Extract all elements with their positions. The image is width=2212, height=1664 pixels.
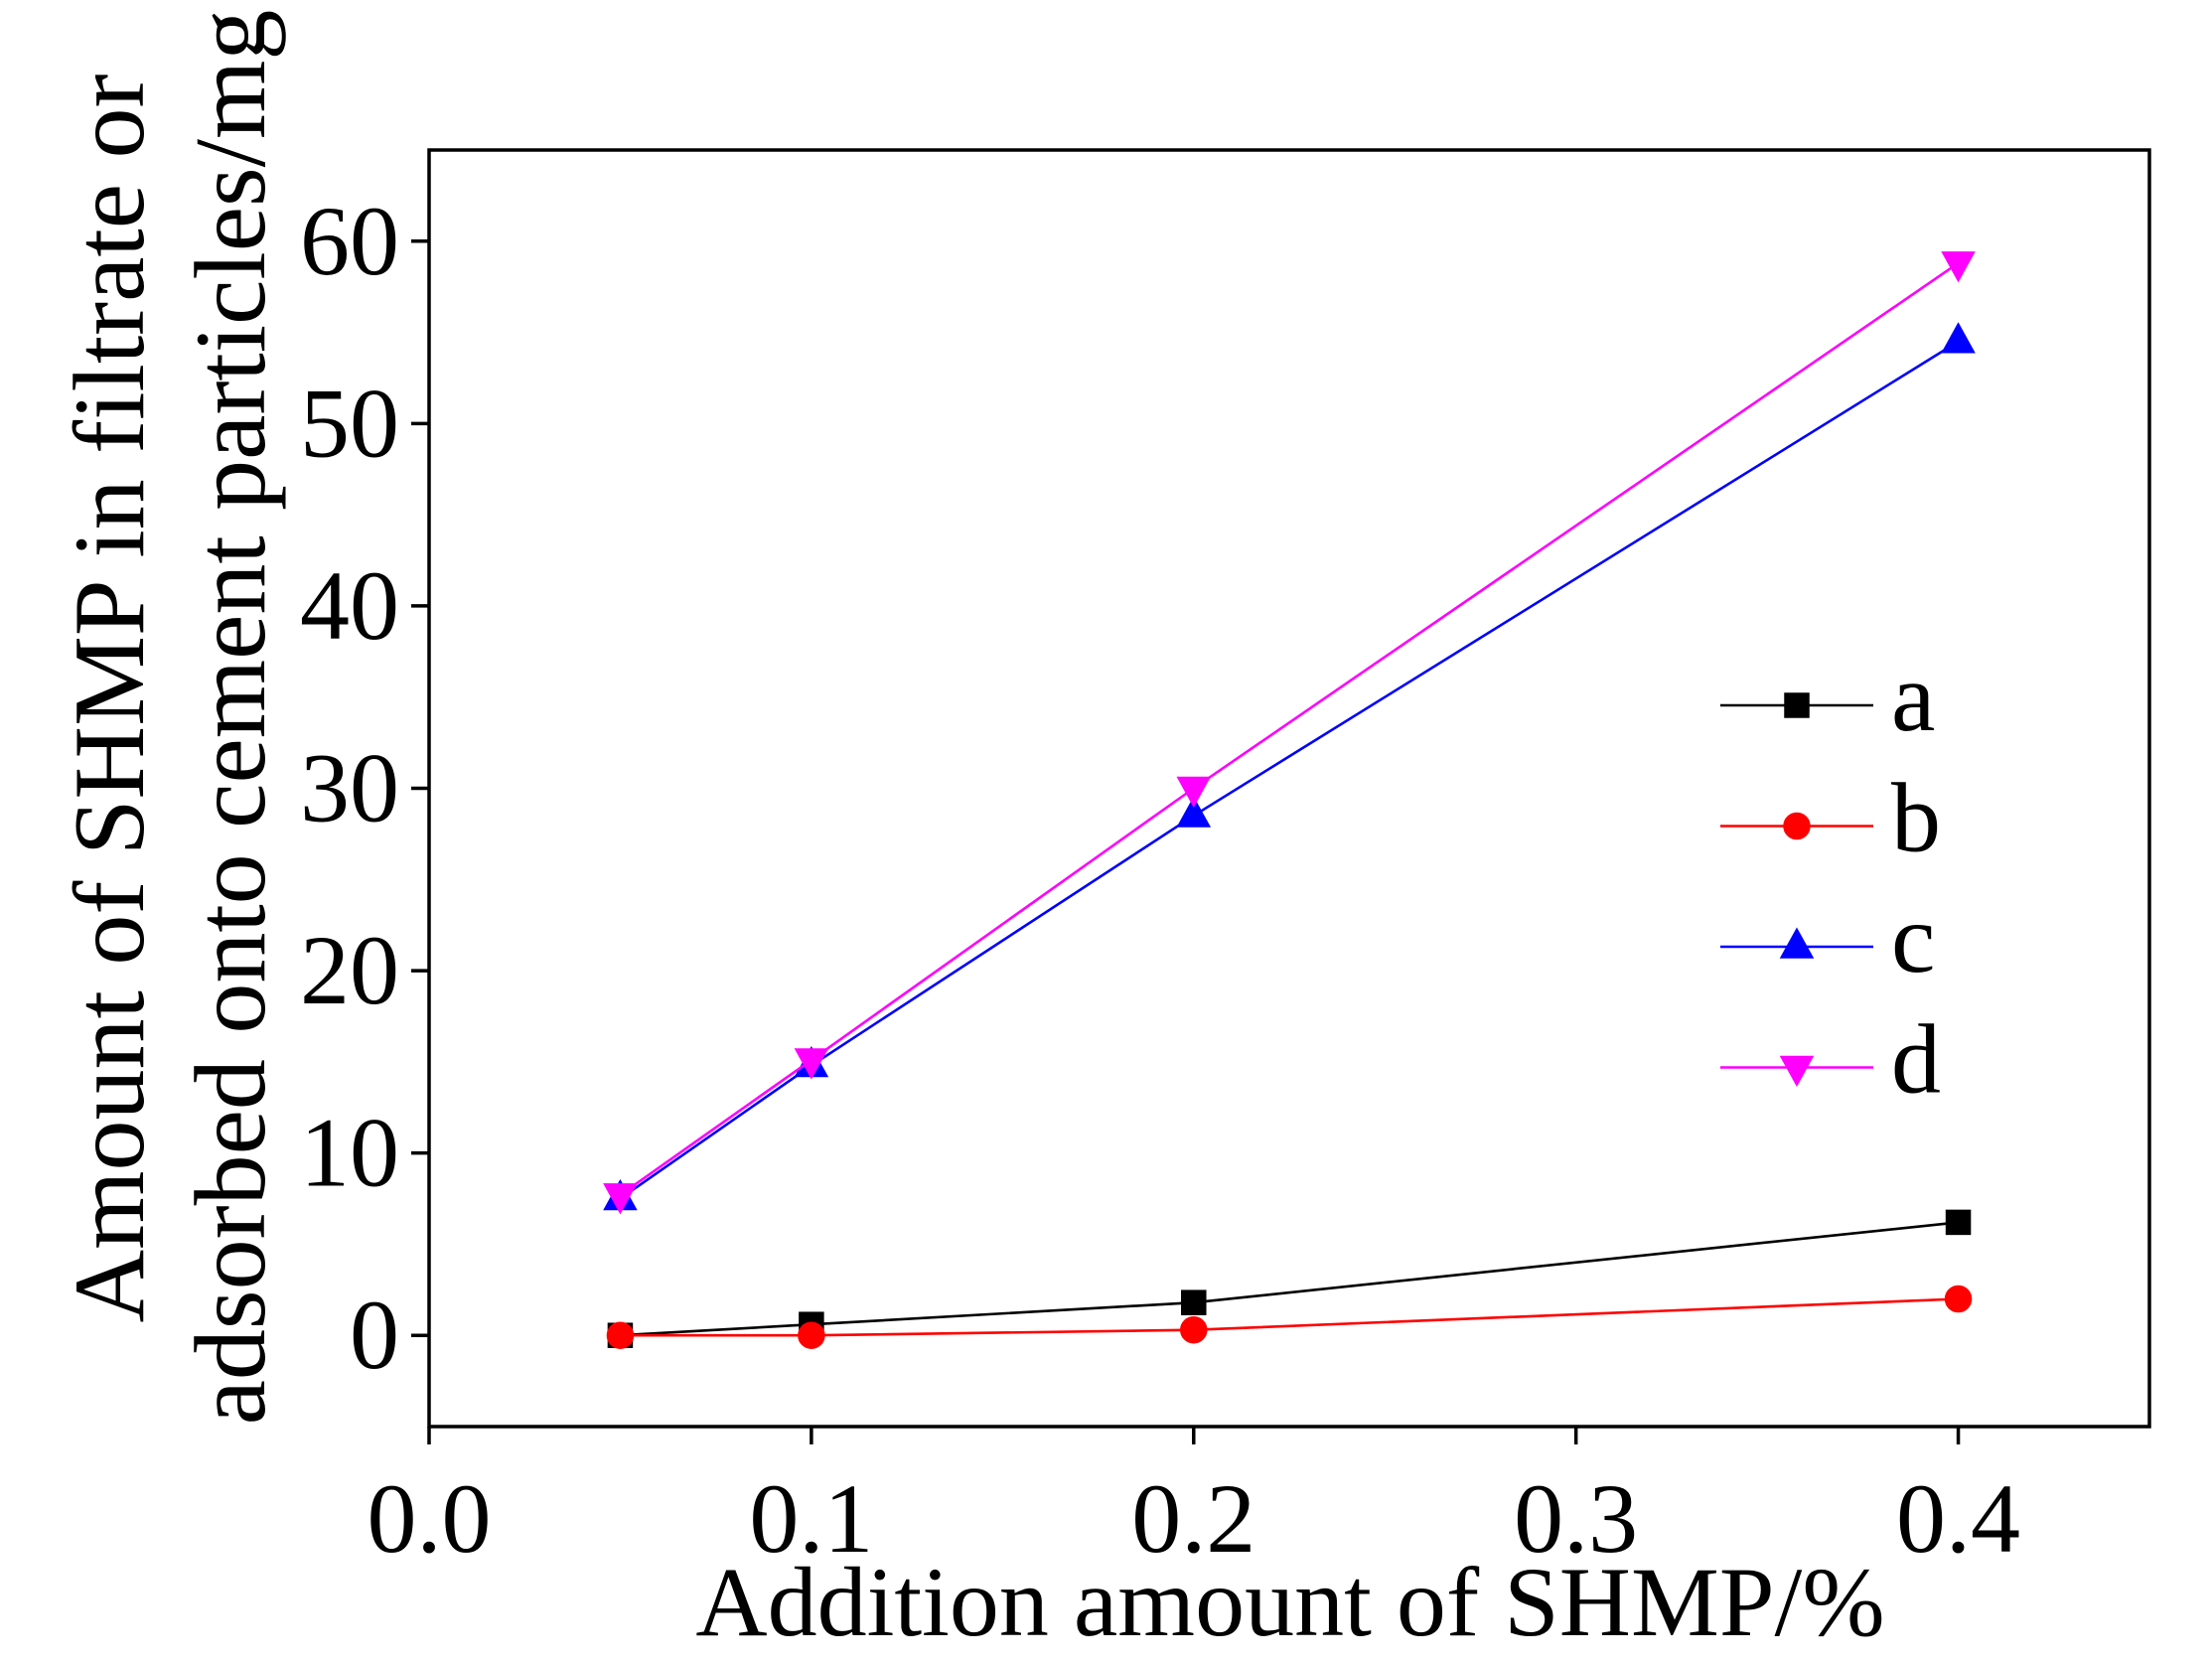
series-b-point-1 (798, 1321, 825, 1349)
series-b (606, 1285, 1973, 1349)
series-b-point-0 (606, 1321, 635, 1349)
legend-item-b: b (1720, 763, 1941, 873)
legend-label-b: b (1891, 763, 1941, 873)
series-b-point-2 (1180, 1315, 1208, 1344)
y-tick-label-1: 10 (300, 1098, 399, 1208)
plot-series (603, 251, 1976, 1349)
y-tick-label-5: 50 (300, 368, 399, 478)
series-a-line (620, 1221, 1959, 1337)
y-tick-label-2: 20 (300, 915, 399, 1025)
axes: 0.0 0.1 0.2 0.3 0.4 0 10 20 30 40 50 60 (300, 186, 2020, 1574)
x-axis-label: Addition amount of SHMP/% (695, 1547, 1884, 1657)
legend-item-a: a (1720, 642, 1935, 752)
legend-marker-c (1779, 927, 1815, 959)
series-d-line (619, 261, 1960, 1196)
y-axis-label-line-2: adsorbed onto cement particles/mg (175, 10, 287, 1426)
series-c-line (619, 340, 1960, 1200)
x-tick-label-1: 0.1 (749, 1463, 873, 1574)
series-d-point-1 (794, 1048, 829, 1080)
series-b-line (620, 1297, 1959, 1337)
series-b-point-3 (1944, 1285, 1973, 1313)
legend-marker-b (1783, 812, 1811, 840)
series-d (603, 251, 1976, 1215)
series-a-point-2 (1181, 1289, 1207, 1315)
legend-item-c: c (1720, 883, 1935, 993)
y-axis-label-line-1: Amount of SHMP in filtrate or (54, 74, 166, 1322)
x-tick-label-0: 0.0 (368, 1463, 492, 1574)
y-tick-label-6: 60 (300, 186, 399, 296)
series-d-point-0 (603, 1183, 638, 1215)
x-tick-label-4: 0.4 (1896, 1463, 2020, 1574)
legend-marker-d (1779, 1055, 1815, 1088)
series-a-point-3 (1945, 1209, 1972, 1236)
x-tick-label-3: 0.3 (1514, 1463, 1638, 1574)
legend-marker-a (1784, 692, 1810, 718)
series-c-point-2 (1176, 796, 1212, 828)
x-tick-label-2: 0.2 (1131, 1463, 1255, 1574)
legend-label-a: a (1891, 642, 1935, 752)
y-tick-label-0: 0 (350, 1280, 399, 1390)
legend-label-d: d (1891, 1004, 1941, 1115)
series-d-point-3 (1941, 251, 1976, 283)
series-c-point-3 (1941, 322, 1976, 354)
y-tick-label-3: 30 (300, 733, 399, 843)
series-d-point-2 (1176, 776, 1212, 809)
y-tick-label-4: 40 (300, 550, 399, 661)
legend-label-c: c (1891, 883, 1935, 993)
legend-item-d: d (1720, 1004, 1941, 1115)
